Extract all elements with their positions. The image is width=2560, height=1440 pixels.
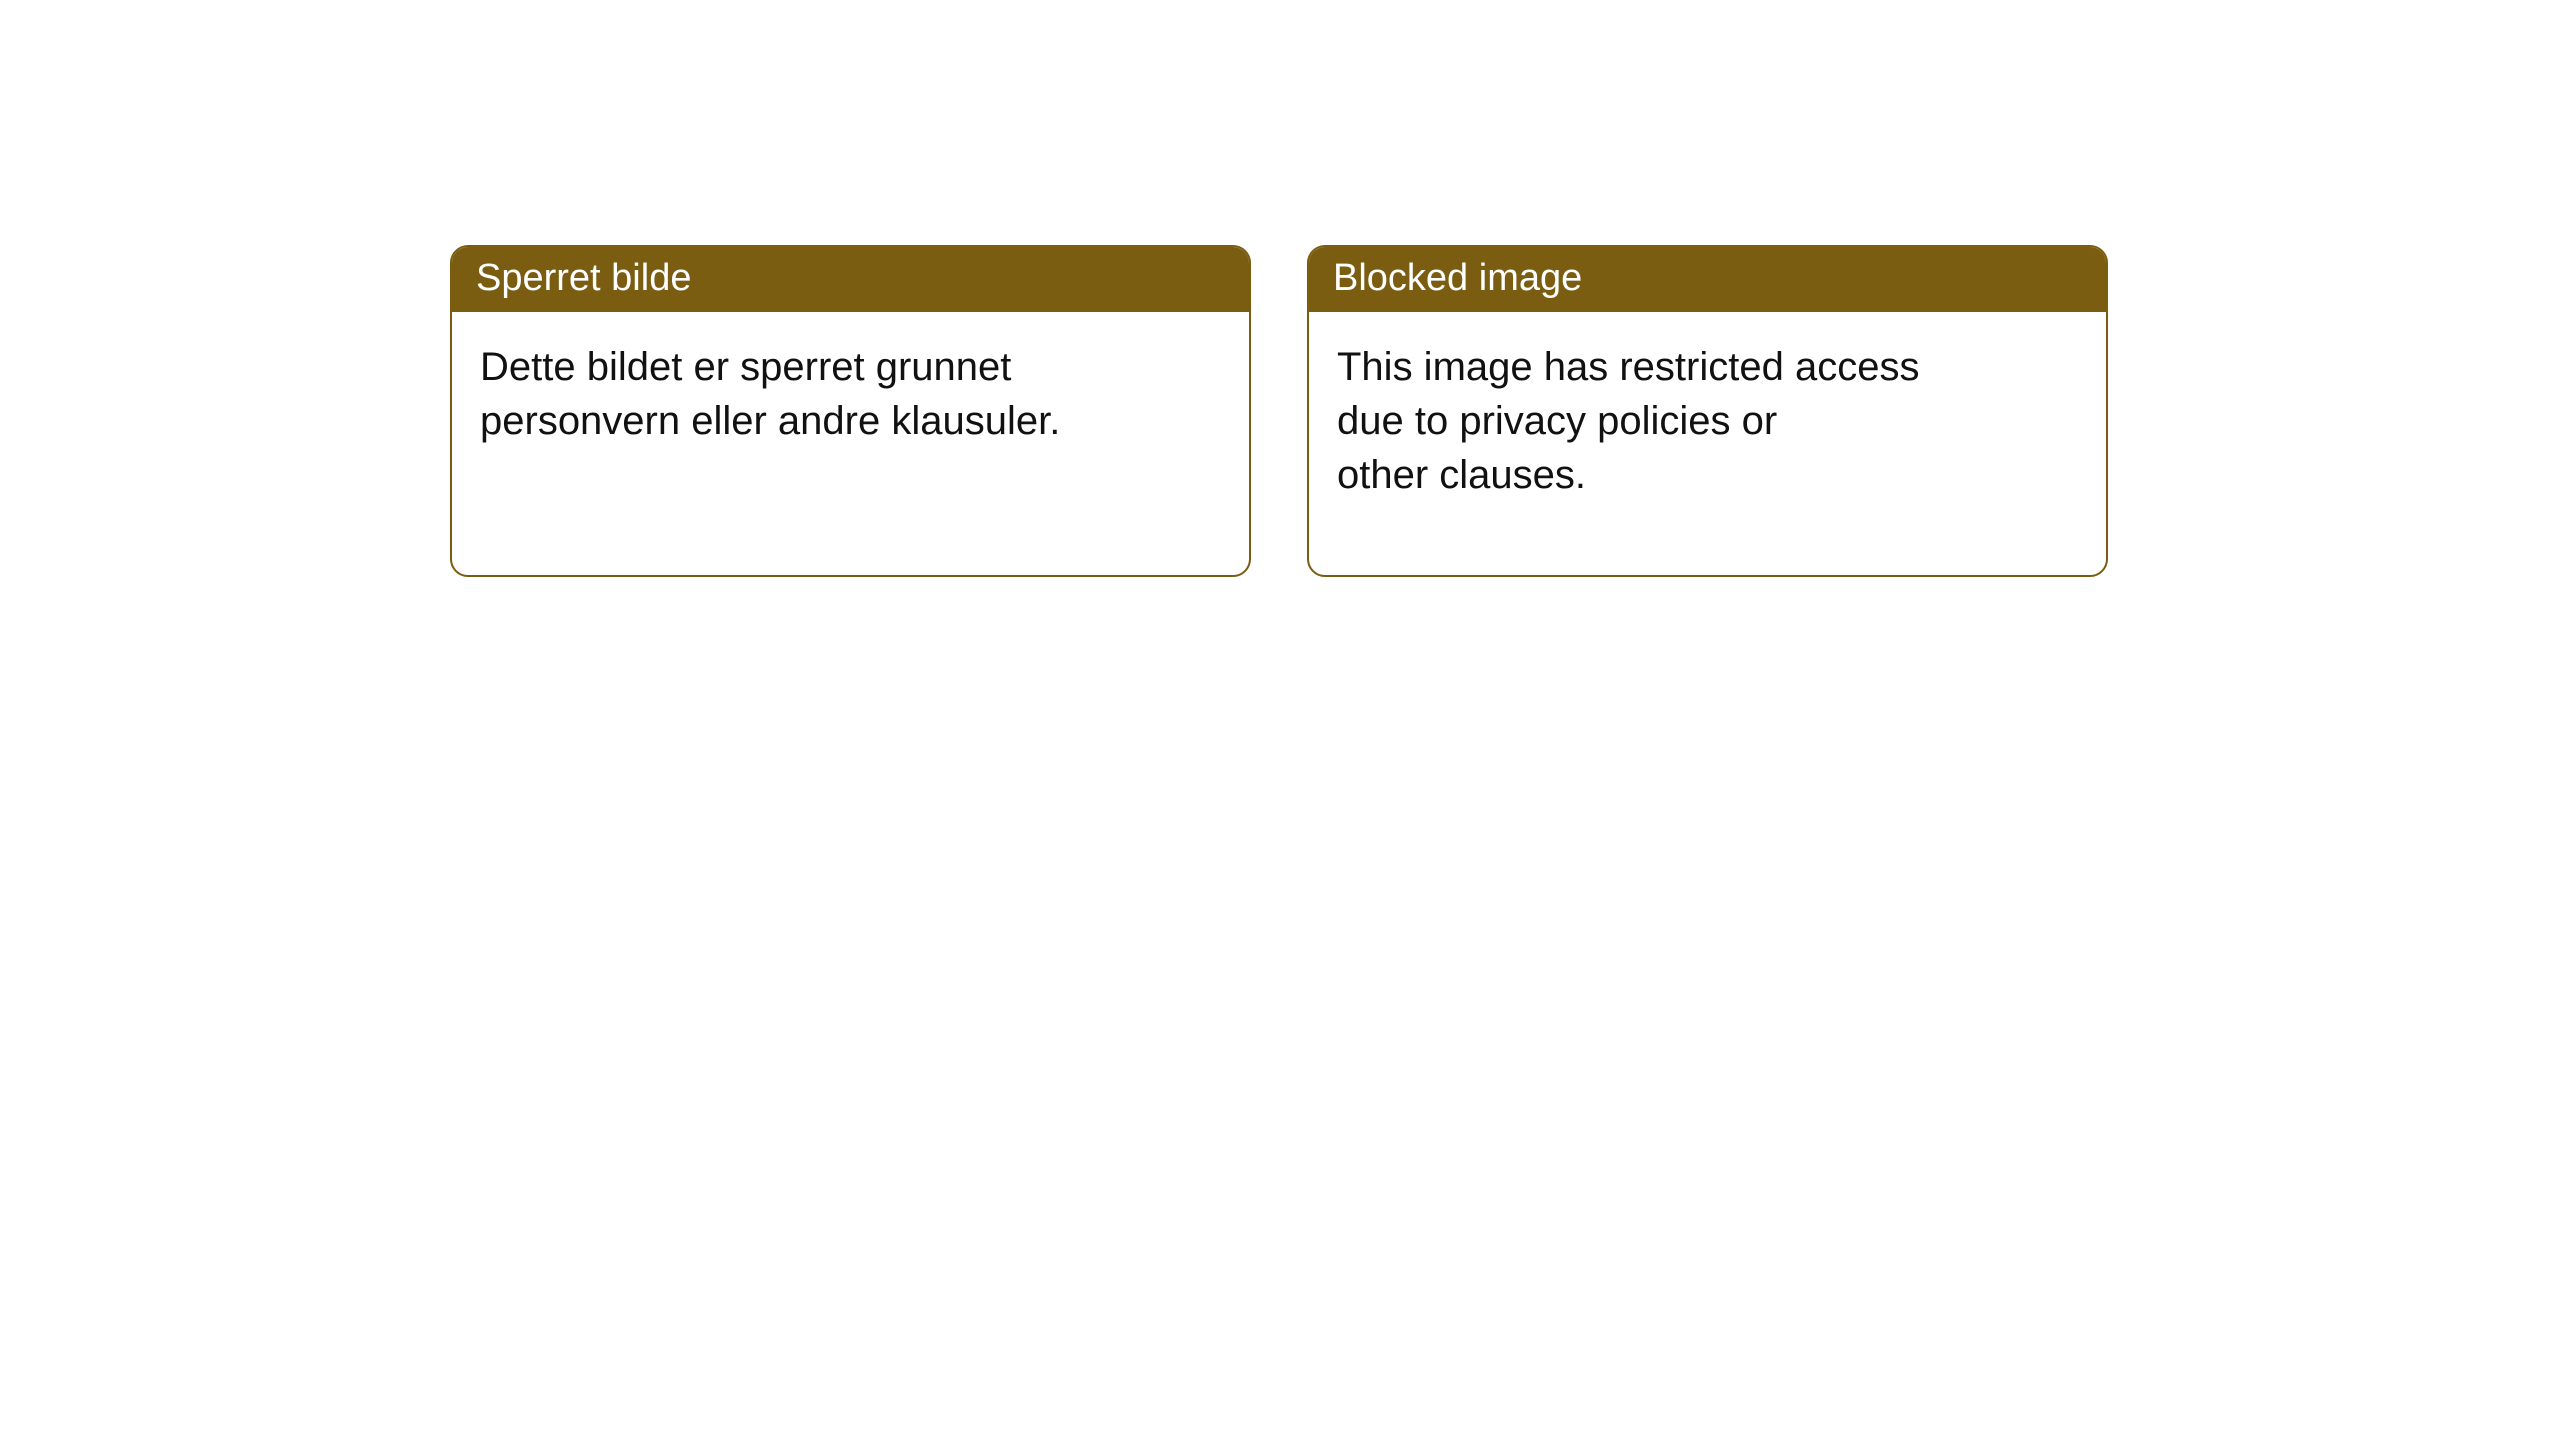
cards-row: Sperret bilde Dette bildet er sperret gr…: [450, 245, 2108, 577]
card-header-no: Sperret bilde: [452, 247, 1249, 312]
card-blocked-no: Sperret bilde Dette bildet er sperret gr…: [450, 245, 1251, 577]
card-body-en: This image has restricted access due to …: [1309, 312, 2106, 575]
card-header-en: Blocked image: [1309, 247, 2106, 312]
page-stage: Sperret bilde Dette bildet er sperret gr…: [0, 0, 2560, 1440]
card-body-no: Dette bildet er sperret grunnet personve…: [452, 312, 1249, 575]
card-blocked-en: Blocked image This image has restricted …: [1307, 245, 2108, 577]
